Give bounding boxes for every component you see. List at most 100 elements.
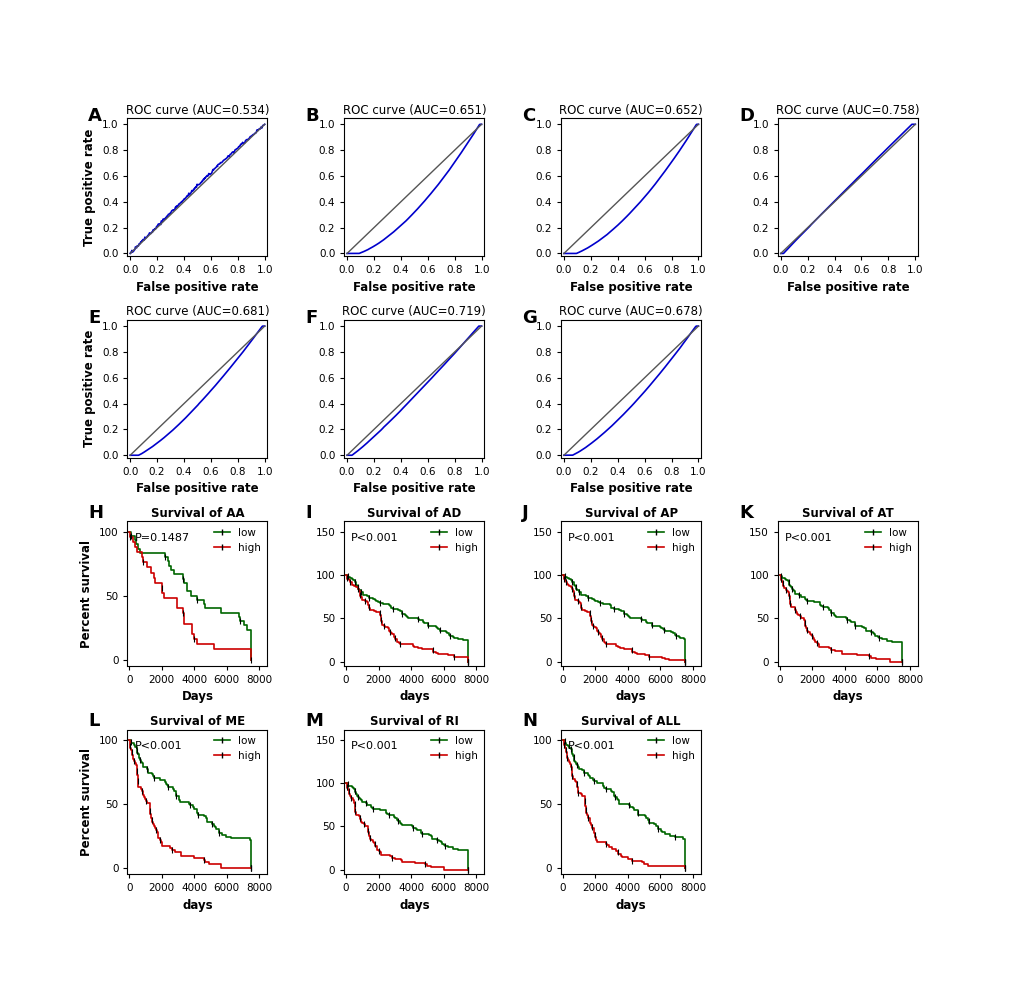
Text: P<0.001: P<0.001 <box>351 533 398 543</box>
Point <box>773 575 790 591</box>
Point <box>391 636 408 652</box>
Point <box>393 606 410 622</box>
Point <box>370 844 386 859</box>
Point <box>132 752 149 768</box>
Point <box>357 795 373 811</box>
Point <box>555 734 572 749</box>
Point <box>175 571 192 586</box>
Point <box>424 642 440 658</box>
Point <box>346 796 363 812</box>
Title: Survival of AP: Survival of AP <box>584 508 677 520</box>
Point <box>787 602 803 618</box>
Point <box>784 580 800 596</box>
Point <box>568 776 584 791</box>
Point <box>579 810 595 826</box>
Point <box>243 859 259 875</box>
Point <box>204 816 220 832</box>
Point <box>405 820 421 836</box>
Point <box>893 654 909 670</box>
Point <box>632 612 648 627</box>
Text: J: J <box>522 504 528 522</box>
Point <box>346 803 363 819</box>
Point <box>460 862 476 878</box>
Point <box>640 649 656 665</box>
Text: I: I <box>305 504 312 522</box>
Point <box>339 569 356 584</box>
Point <box>123 743 140 759</box>
Text: D: D <box>738 107 753 125</box>
Title: ROC curve (AUC=0.652): ROC curve (AUC=0.652) <box>558 104 702 117</box>
Point <box>803 628 819 644</box>
Title: ROC curve (AUC=0.719): ROC curve (AUC=0.719) <box>342 305 486 318</box>
Point <box>582 612 598 627</box>
Point <box>381 807 397 823</box>
Point <box>133 783 150 798</box>
Point <box>154 580 170 596</box>
Point <box>798 622 814 637</box>
Point <box>597 782 613 797</box>
Y-axis label: Percent survival: Percent survival <box>81 540 93 648</box>
Point <box>772 569 789 584</box>
Point <box>375 618 391 633</box>
Text: B: B <box>305 107 319 125</box>
Y-axis label: True positive rate: True positive rate <box>84 330 97 448</box>
Point <box>350 579 366 595</box>
Point <box>365 801 381 817</box>
Point <box>798 593 814 609</box>
Point <box>782 595 798 611</box>
Point <box>573 599 589 615</box>
Point <box>243 859 259 875</box>
X-axis label: False positive rate: False positive rate <box>136 482 259 495</box>
Point <box>655 623 672 638</box>
Title: Survival of ALL: Survival of ALL <box>581 715 681 729</box>
Point <box>366 837 382 852</box>
Text: F: F <box>305 308 317 327</box>
Point <box>383 849 399 865</box>
Point <box>591 595 607 611</box>
Point <box>243 859 259 875</box>
Point <box>676 859 692 875</box>
Point <box>360 823 376 839</box>
Point <box>609 845 626 860</box>
Point <box>776 582 793 598</box>
Point <box>862 625 878 640</box>
Point <box>597 636 613 652</box>
Point <box>860 648 876 664</box>
Point <box>186 631 203 647</box>
Point <box>342 790 359 805</box>
Point <box>623 853 639 869</box>
Legend: low, high: low, high <box>643 732 698 765</box>
Point <box>350 789 366 804</box>
Point <box>148 822 164 838</box>
Point <box>676 859 692 875</box>
Point <box>586 774 602 790</box>
Point <box>585 618 601 633</box>
Point <box>624 642 640 658</box>
Point <box>129 773 146 789</box>
Point <box>568 757 584 773</box>
Point <box>243 652 259 668</box>
Point <box>384 601 400 617</box>
Point <box>441 627 458 643</box>
X-axis label: days: days <box>832 690 862 703</box>
Text: G: G <box>522 308 536 327</box>
Title: ROC curve (AUC=0.534): ROC curve (AUC=0.534) <box>125 104 269 117</box>
Point <box>152 832 168 847</box>
Title: Survival of RI: Survival of RI <box>370 715 459 729</box>
Point <box>822 606 839 622</box>
X-axis label: False positive rate: False positive rate <box>570 281 692 294</box>
Point <box>796 615 812 630</box>
Point <box>353 584 369 600</box>
Point <box>568 579 584 595</box>
X-axis label: False positive rate: False positive rate <box>353 482 475 495</box>
Point <box>125 753 142 769</box>
X-axis label: days: days <box>182 899 213 911</box>
Point <box>676 859 692 875</box>
Point <box>122 734 139 749</box>
Point <box>893 654 909 670</box>
Text: C: C <box>522 107 535 125</box>
Point <box>650 821 666 837</box>
Point <box>781 588 797 604</box>
Point <box>576 793 592 809</box>
Point <box>460 862 476 878</box>
